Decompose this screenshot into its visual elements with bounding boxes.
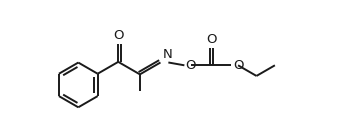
- Text: O: O: [233, 59, 243, 72]
- Text: O: O: [206, 33, 217, 46]
- Text: O: O: [186, 59, 196, 72]
- Text: O: O: [113, 29, 124, 42]
- Text: N: N: [162, 48, 172, 61]
